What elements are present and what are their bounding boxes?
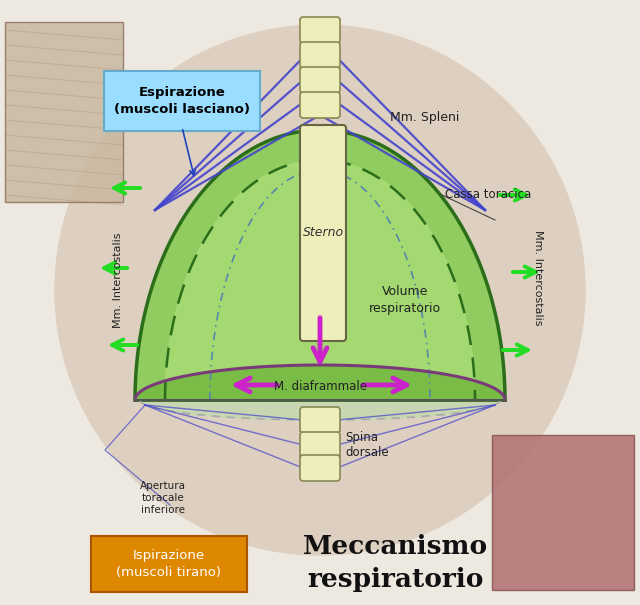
FancyBboxPatch shape bbox=[104, 71, 260, 131]
FancyBboxPatch shape bbox=[300, 17, 340, 43]
Text: Mm. Intercostalis: Mm. Intercostalis bbox=[533, 231, 543, 325]
FancyBboxPatch shape bbox=[300, 407, 340, 433]
Polygon shape bbox=[140, 400, 500, 420]
FancyBboxPatch shape bbox=[300, 125, 346, 341]
Bar bbox=[5, 22, 123, 202]
Polygon shape bbox=[135, 130, 505, 400]
Text: M. diaframmale: M. diaframmale bbox=[273, 381, 367, 393]
FancyBboxPatch shape bbox=[91, 536, 247, 592]
Polygon shape bbox=[165, 160, 475, 400]
FancyBboxPatch shape bbox=[300, 67, 340, 93]
Text: Mm. Spleni: Mm. Spleni bbox=[390, 111, 460, 125]
Text: Meccanismo
respiratorio: Meccanismo respiratorio bbox=[303, 534, 488, 592]
Polygon shape bbox=[135, 365, 505, 400]
Text: Ispirazione
(muscoli tirano): Ispirazione (muscoli tirano) bbox=[116, 549, 221, 579]
Text: Sterno: Sterno bbox=[303, 226, 344, 240]
FancyBboxPatch shape bbox=[300, 432, 340, 458]
Text: Espirazione
(muscoli lasciano): Espirazione (muscoli lasciano) bbox=[114, 86, 250, 116]
FancyBboxPatch shape bbox=[300, 455, 340, 481]
Text: Apertura
toracale
inferiore: Apertura toracale inferiore bbox=[140, 480, 186, 515]
Text: Mm. Intercostalis: Mm. Intercostalis bbox=[113, 232, 123, 328]
FancyBboxPatch shape bbox=[300, 92, 340, 118]
Bar bbox=[492, 435, 634, 590]
Circle shape bbox=[55, 25, 585, 555]
Text: Spina
dorsale: Spina dorsale bbox=[345, 431, 388, 459]
Text: Volume
respiratorio: Volume respiratorio bbox=[369, 285, 441, 315]
Text: Cassa toracica: Cassa toracica bbox=[445, 189, 531, 201]
FancyBboxPatch shape bbox=[300, 42, 340, 68]
